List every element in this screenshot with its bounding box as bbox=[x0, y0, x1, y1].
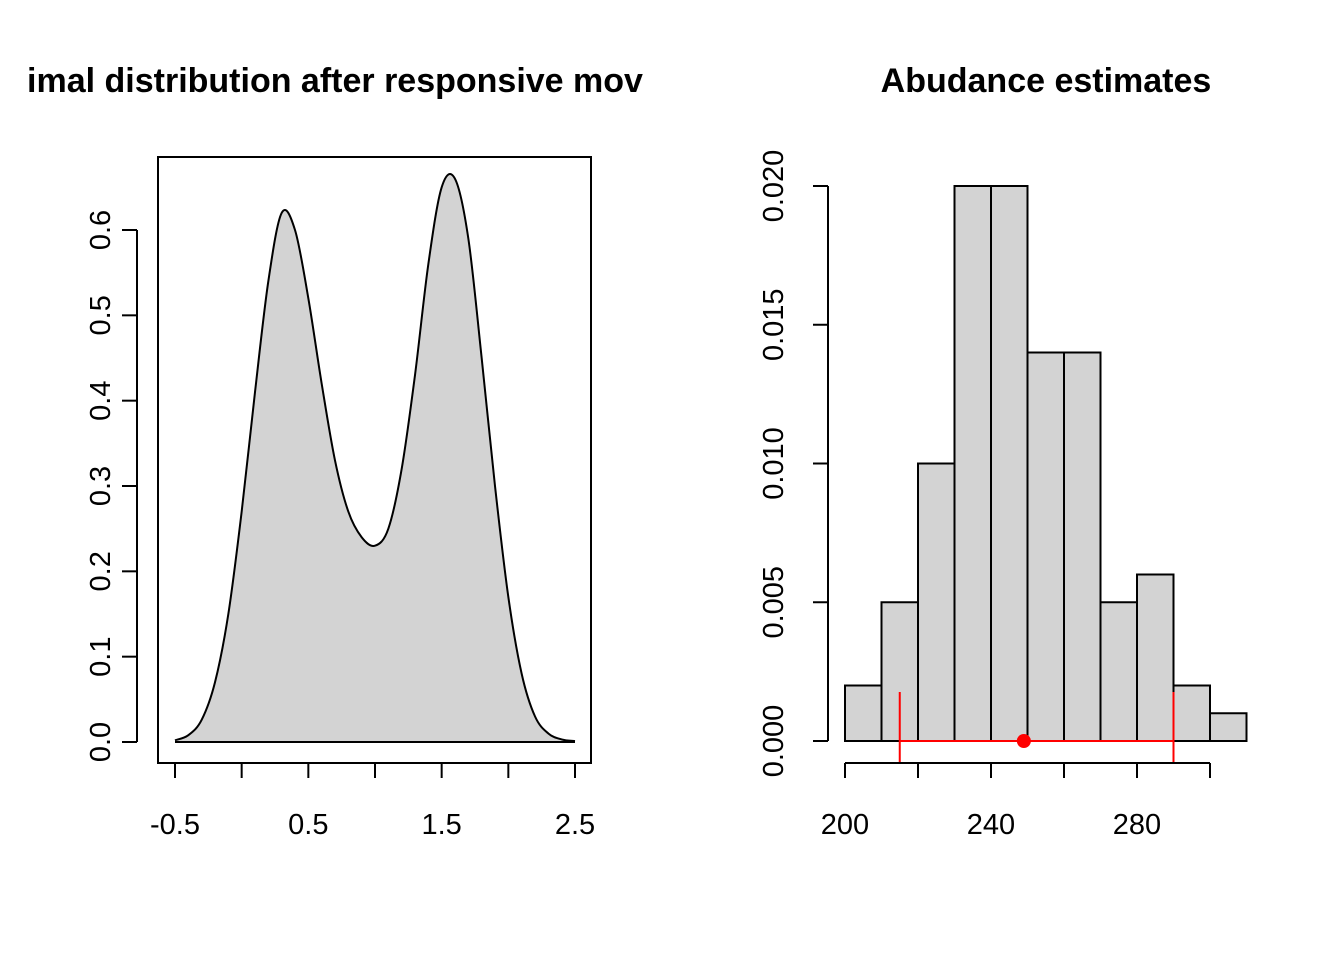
density-panel: imal distribution after responsive mov 0… bbox=[27, 62, 643, 841]
histogram-bar bbox=[1209, 712, 1248, 742]
density-area bbox=[175, 174, 575, 742]
y-tick-label: 0.5 bbox=[85, 295, 117, 335]
x-tick-label: 2.5 bbox=[555, 809, 595, 841]
y-tick-label: 0.6 bbox=[85, 210, 117, 250]
x-tick-label: 0.5 bbox=[288, 809, 328, 841]
histogram-chart-title: Abudance estimates bbox=[881, 62, 1212, 100]
y-tick-label: 0.010 bbox=[758, 427, 790, 500]
x-axis: 200 240 280 bbox=[821, 762, 1211, 841]
y-tick-label: 0.1 bbox=[85, 637, 117, 677]
histogram-bar bbox=[953, 185, 992, 742]
x-tick-label: -0.5 bbox=[150, 809, 200, 841]
y-tick-label: 0.000 bbox=[758, 705, 790, 778]
y-axis: 0.0 0.1 0.2 0.3 0.4 0.5 0.6 bbox=[85, 210, 138, 762]
histogram-bar bbox=[1172, 684, 1211, 742]
y-tick-label: 0.015 bbox=[758, 288, 790, 361]
y-tick-label: 0.005 bbox=[758, 566, 790, 639]
x-tick-label: 200 bbox=[821, 809, 869, 841]
y-tick-label: 0.3 bbox=[85, 466, 117, 506]
histogram-bar bbox=[1026, 351, 1065, 742]
histogram-bars bbox=[844, 185, 1248, 742]
y-axis: 0.000 0.005 0.010 0.015 0.020 bbox=[758, 150, 829, 778]
point-estimate bbox=[1016, 734, 1031, 748]
histogram-bar bbox=[917, 462, 956, 742]
density-curve bbox=[174, 173, 576, 743]
y-tick-label: 0.020 bbox=[758, 150, 790, 223]
x-tick-label: 280 bbox=[1113, 809, 1161, 841]
y-tick-label: 0.2 bbox=[85, 551, 117, 591]
histogram-bar bbox=[844, 684, 883, 742]
histogram-bar bbox=[1063, 351, 1102, 742]
density-chart-title: imal distribution after responsive mov bbox=[27, 62, 643, 100]
y-tick-label: 0.0 bbox=[85, 722, 117, 762]
x-tick-label: 240 bbox=[967, 809, 1015, 841]
interval-marker bbox=[898, 692, 1175, 763]
histogram-panel: Abudance estimates 0.0000.0050.0100.0150… bbox=[758, 62, 1248, 841]
histogram-bar bbox=[990, 185, 1029, 742]
histogram-bar bbox=[1099, 601, 1138, 742]
histogram-bar bbox=[1136, 573, 1175, 742]
y-tick-label: 0.4 bbox=[85, 381, 117, 421]
x-tick-label: 1.5 bbox=[422, 809, 462, 841]
x-axis: -0.5 0.5 1.5 2.5 bbox=[150, 762, 595, 841]
